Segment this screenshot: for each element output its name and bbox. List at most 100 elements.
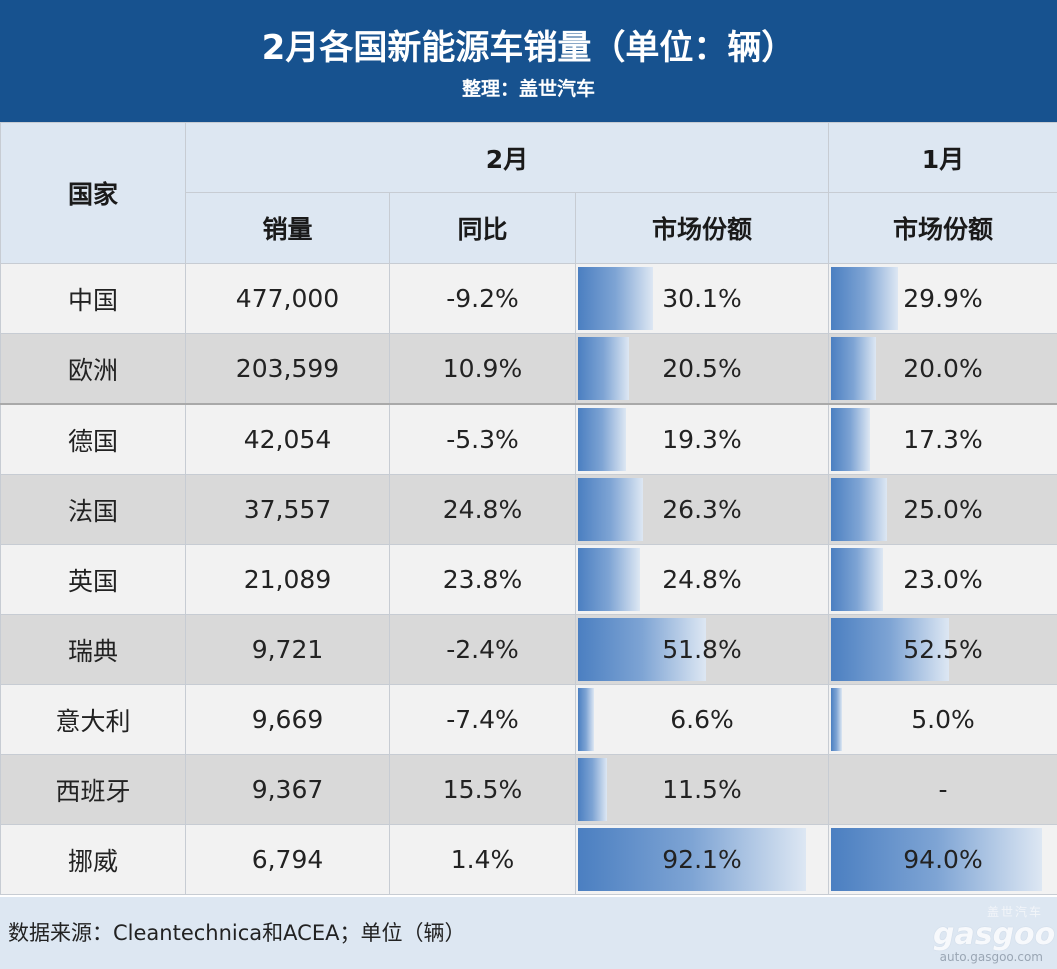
watermark-url: auto.gasgoo.com	[939, 950, 1043, 964]
country-cell: 中国	[0, 263, 186, 334]
yoy-cell: -5.3%	[389, 403, 576, 475]
share-feb-cell-label: 6.6%	[670, 705, 734, 734]
share-jan-cell: 17.3%	[828, 403, 1057, 475]
gasgoo-watermark: 盖世汽车 gasgoo auto.gasgoo.com	[933, 903, 1056, 964]
header-sales: 销量	[185, 192, 390, 264]
share-feb-cell-label: 19.3%	[662, 425, 742, 454]
yoy-cell: 1.4%	[389, 824, 576, 895]
share-feb-cell-label: 51.8%	[662, 635, 742, 664]
yoy-cell: 10.9%	[389, 333, 576, 405]
chart-title: 2月各国新能源车销量（单位：辆）	[261, 28, 796, 68]
share-jan-cell: 25.0%	[828, 474, 1057, 545]
share-feb-cell-label: 92.1%	[662, 845, 742, 874]
country-cell: 欧洲	[0, 333, 186, 405]
table-row: 法国 37,557 24.8% 26.3% 25.0%	[0, 474, 1057, 545]
table-row: 英国 21,089 23.8% 24.8% 23.0%	[0, 544, 1057, 615]
sales-cell: 6,794	[185, 824, 390, 895]
table-row: 中国 477,000 -9.2% 30.1% 29.9%	[0, 263, 1057, 334]
yoy-cell: 24.8%	[389, 474, 576, 545]
share-feb-cell-bar	[578, 618, 706, 681]
share-jan-cell-label: 20.0%	[903, 354, 983, 383]
share-jan-cell-label: 5.0%	[911, 705, 975, 734]
header-share-feb: 市场份额	[575, 192, 829, 264]
share-jan-cell: 29.9%	[828, 263, 1057, 334]
share-feb-cell-bar	[578, 688, 594, 751]
share-feb-cell: 11.5%	[575, 754, 829, 825]
chart-subtitle: 整理：盖世汽车	[461, 78, 595, 100]
yoy-cell: -2.4%	[389, 614, 576, 685]
table-row: 瑞典 9,721 -2.4% 51.8% 52.5%	[0, 614, 1057, 685]
country-cell: 法国	[0, 474, 186, 545]
share-feb-cell: 6.6%	[575, 684, 829, 755]
table-row: 欧洲 203,599 10.9% 20.5% 20.0%	[0, 333, 1057, 405]
share-feb-cell-bar	[578, 828, 806, 891]
share-jan-cell-label: 23.0%	[903, 565, 983, 594]
share-feb-cell: 30.1%	[575, 263, 829, 334]
share-feb-cell-label: 24.8%	[662, 565, 742, 594]
share-feb-cell-label: 20.5%	[662, 354, 742, 383]
share-jan-cell-bar	[831, 688, 842, 751]
sales-cell: 477,000	[185, 263, 390, 334]
share-jan-cell-bar	[831, 337, 876, 400]
share-feb-cell-bar	[578, 478, 643, 541]
table-row: 挪威 6,794 1.4% 92.1% 94.0%	[0, 824, 1057, 895]
share-jan-cell-label: 29.9%	[903, 284, 983, 313]
share-jan-cell: 52.5%	[828, 614, 1057, 685]
country-cell: 挪威	[0, 824, 186, 895]
country-cell: 意大利	[0, 684, 186, 755]
sales-cell: 37,557	[185, 474, 390, 545]
country-cell: 瑞典	[0, 614, 186, 685]
share-feb-cell-bar	[578, 408, 626, 471]
share-jan-cell-label: 52.5%	[903, 635, 983, 664]
source-note: 数据来源：Cleantechnica和ACEA；单位（辆）	[8, 921, 466, 945]
share-feb-cell-label: 11.5%	[662, 775, 742, 804]
sales-cell: 42,054	[185, 403, 390, 475]
share-feb-cell: 26.3%	[575, 474, 829, 545]
header-share-jan: 市场份额	[828, 192, 1057, 264]
country-cell: 英国	[0, 544, 186, 615]
header-yoy: 同比	[389, 192, 576, 264]
share-jan-cell-bar	[831, 828, 1042, 891]
yoy-cell: 15.5%	[389, 754, 576, 825]
share-jan-cell-bar	[831, 548, 883, 611]
share-jan-cell: 20.0%	[828, 333, 1057, 405]
footer: 数据来源：Cleantechnica和ACEA；单位（辆） 盖世汽车 gasgo…	[0, 897, 1057, 969]
sales-table: 国家 2月 1月 销量 同比 市场份额 市场份额 中国 477,000 -9.2% 3…	[0, 122, 1057, 895]
share-jan-cell: 94.0%	[828, 824, 1057, 895]
share-feb-cell: 19.3%	[575, 403, 829, 475]
sales-cell: 21,089	[185, 544, 390, 615]
sales-cell: 9,669	[185, 684, 390, 755]
sales-cell: 9,721	[185, 614, 390, 685]
share-jan-cell-bar	[831, 618, 949, 681]
country-cell: 西班牙	[0, 754, 186, 825]
table-row: 德国 42,054 -5.3% 19.3% 17.3%	[0, 403, 1057, 475]
share-feb-cell: 51.8%	[575, 614, 829, 685]
share-jan-cell-bar	[831, 478, 887, 541]
share-feb-cell: 92.1%	[575, 824, 829, 895]
yoy-cell: 23.8%	[389, 544, 576, 615]
share-jan-cell-bar	[831, 267, 898, 330]
share-feb-cell-bar	[578, 267, 653, 330]
share-feb-cell-label: 26.3%	[662, 495, 742, 524]
table-row: 西班牙 9,367 15.5% 11.5% -	[0, 754, 1057, 825]
yoy-cell: -9.2%	[389, 263, 576, 334]
share-jan-cell: -	[828, 754, 1057, 825]
yoy-cell: -7.4%	[389, 684, 576, 755]
header-jan: 1月	[828, 122, 1057, 193]
share-feb-cell-bar	[578, 548, 640, 611]
share-jan-cell-bar	[831, 408, 870, 471]
watermark-logo: gasgoo	[933, 917, 1056, 952]
share-jan-cell: 5.0%	[828, 684, 1057, 755]
share-feb-cell-bar	[578, 758, 607, 821]
share-jan-cell-label: 94.0%	[903, 845, 983, 874]
share-jan-cell-label: 17.3%	[903, 425, 983, 454]
share-feb-cell-bar	[578, 337, 629, 400]
share-feb-cell: 24.8%	[575, 544, 829, 615]
sales-cell: 203,599	[185, 333, 390, 405]
title-bar: 2月各国新能源车销量（单位：辆） 整理：盖世汽车	[0, 0, 1057, 122]
header-country: 国家	[0, 122, 186, 264]
header-feb: 2月	[185, 122, 829, 193]
sales-cell: 9,367	[185, 754, 390, 825]
share-feb-cell-label: 30.1%	[662, 284, 742, 313]
